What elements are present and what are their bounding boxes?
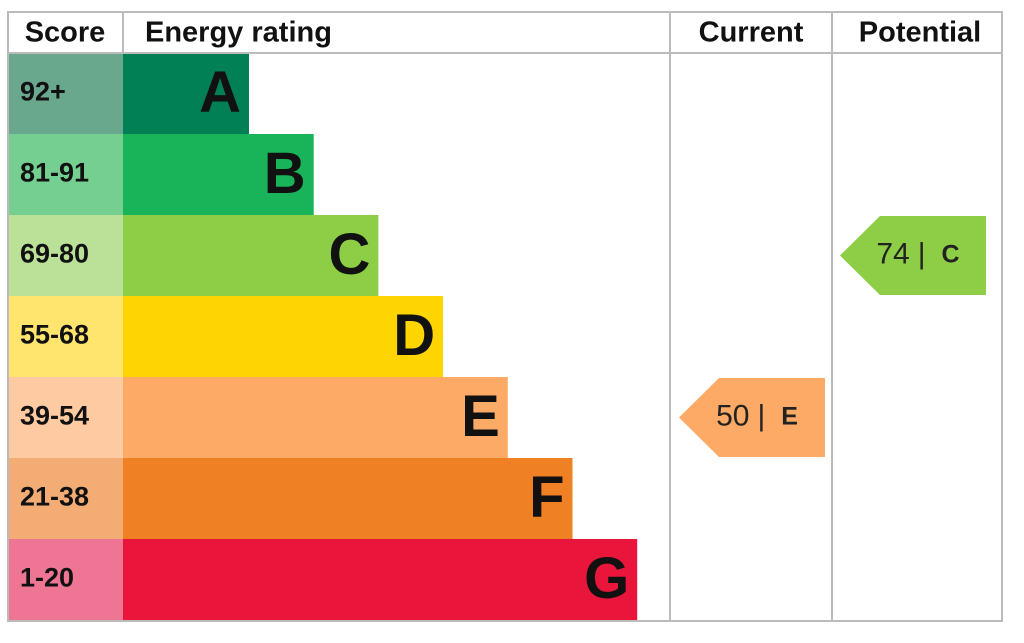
rating-bar [123, 539, 638, 620]
current-label: 50 | E [716, 399, 798, 432]
frame [7, 11, 1003, 622]
score-cell [9, 296, 123, 377]
separator: | [757, 399, 765, 432]
rating-letter: B [264, 141, 306, 206]
rating-letter: A [199, 60, 241, 125]
score-label: 81-91 [20, 158, 89, 188]
header-score: Score [25, 17, 106, 49]
rating-letter: G [584, 546, 629, 611]
score-cell [9, 134, 123, 215]
score-cell [9, 215, 123, 296]
score-cell [9, 458, 123, 539]
score-cell [9, 53, 123, 134]
rating-bar [123, 296, 444, 377]
score-label: 92+ [20, 77, 66, 107]
potential-letter: C [942, 240, 960, 268]
score-label: 55-68 [20, 320, 89, 350]
rating-letter: C [329, 222, 371, 287]
separator: | [918, 237, 926, 270]
rating-letter: D [393, 303, 435, 368]
score-label: 69-80 [20, 239, 89, 269]
score-label: 1-20 [20, 563, 74, 593]
header-current: Current [699, 17, 804, 49]
rating-letter: F [529, 465, 564, 530]
score-label: 39-54 [20, 401, 89, 431]
rating-bar [123, 53, 249, 134]
score-label: 21-38 [20, 482, 89, 512]
score-cell [9, 539, 123, 620]
potential-value: 74 [876, 237, 909, 270]
rating-letter: E [461, 384, 500, 449]
potential-label: 74 | C [876, 237, 959, 270]
score-cell [9, 377, 123, 458]
current-value: 50 [716, 399, 749, 432]
rating-bar [123, 215, 379, 296]
current-arrow [679, 378, 825, 457]
outer-border [7, 11, 1003, 622]
current-letter: E [781, 402, 798, 430]
header-potential: Potential [859, 17, 981, 49]
potential-arrow [840, 216, 986, 295]
header-rating: Energy rating [145, 17, 332, 49]
rating-bar [123, 377, 508, 458]
rating-bar [123, 134, 314, 215]
rating-bar [123, 458, 573, 539]
